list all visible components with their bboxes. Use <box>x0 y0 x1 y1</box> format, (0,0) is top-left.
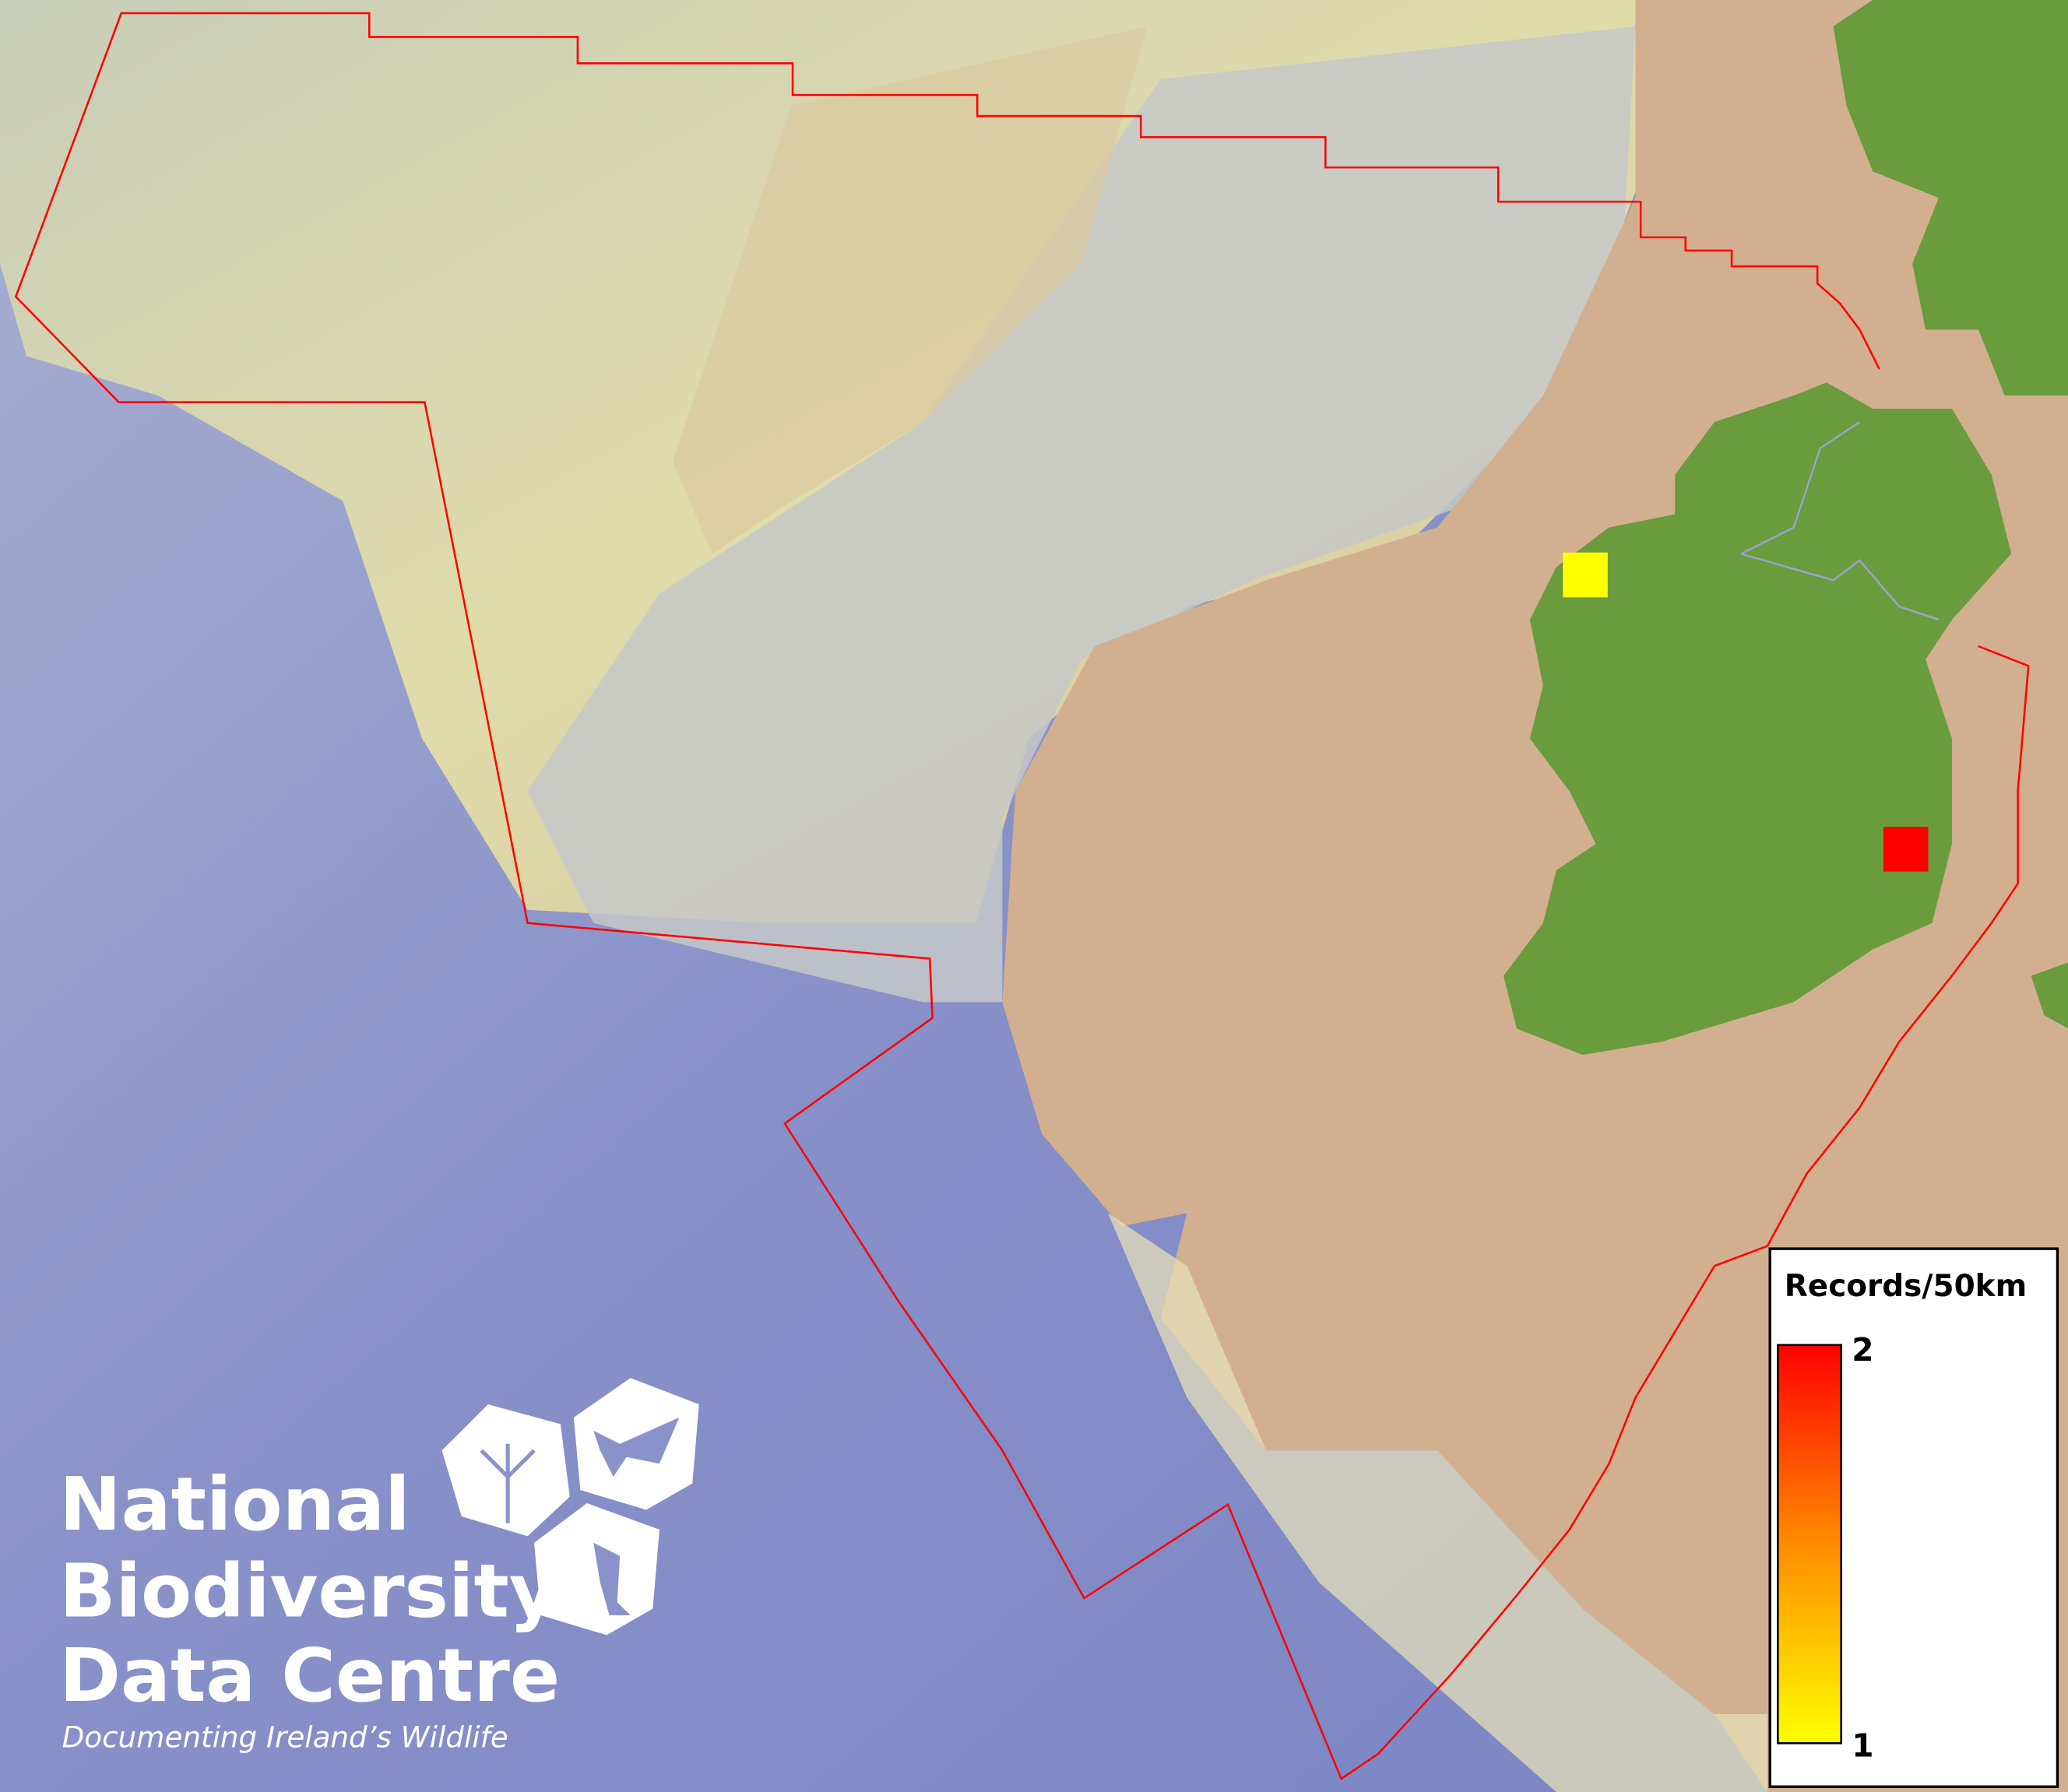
seahorse-mark <box>593 1542 631 1616</box>
nbdc-logo: National Biodiversity Data Centre Docume… <box>59 1378 699 1754</box>
logo-tagline: Documenting Ireland’s Wildlife <box>62 1720 508 1754</box>
legend: Records/50km 2 1 <box>1768 1247 2059 1788</box>
legend-min-label: 1 <box>1852 1727 1873 1764</box>
record-square-value-1[interactable] <box>1563 552 1608 598</box>
logo-line-1: National <box>59 1462 410 1548</box>
scotland-land <box>1833 0 2068 396</box>
survey-boundary-east <box>1766 645 2030 1247</box>
logo-line-2: Biodiversity <box>59 1549 557 1635</box>
seahorse-icon <box>534 1503 659 1636</box>
butterfly-mark <box>593 1417 680 1478</box>
logo-line-3: Data Centre <box>59 1633 560 1719</box>
ireland-land <box>1504 382 2012 1056</box>
record-square-value-2[interactable] <box>1883 827 1929 872</box>
legend-colorbar <box>1777 1344 1842 1745</box>
tree-branch-mark <box>480 1443 536 1523</box>
legend-title: Records/50km <box>1785 1269 2027 1304</box>
porcupine-bank-shelf <box>672 26 1148 554</box>
continental-slope <box>527 26 1636 1003</box>
survey-boundary <box>14 12 1880 1780</box>
wales-land <box>2031 962 2068 1029</box>
legend-max-label: 2 <box>1852 1331 1873 1369</box>
shelf-edge-pale <box>1107 1213 1767 1792</box>
ni-border <box>1740 420 1940 621</box>
